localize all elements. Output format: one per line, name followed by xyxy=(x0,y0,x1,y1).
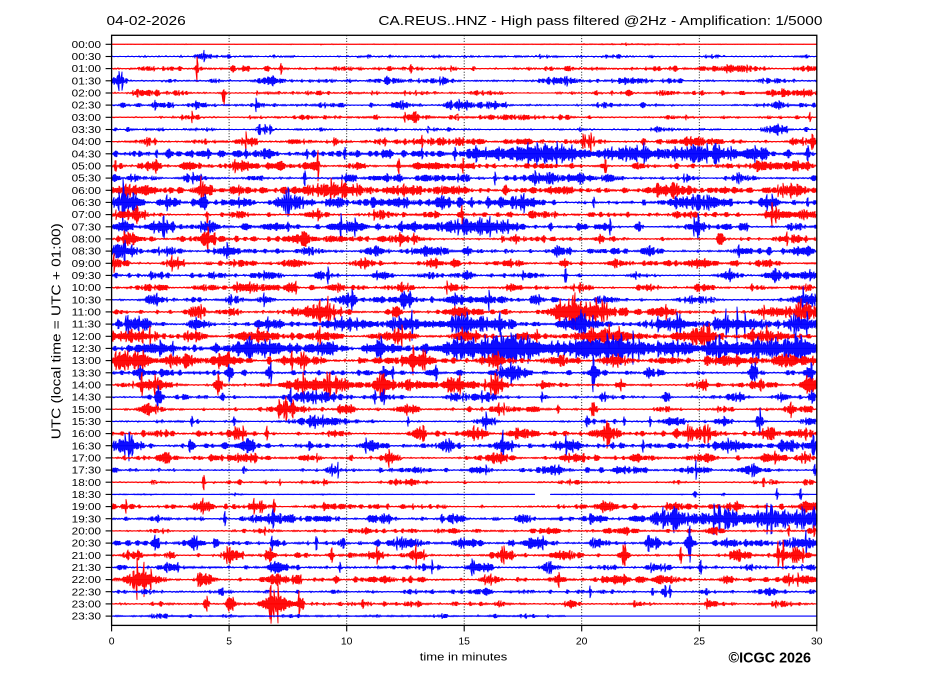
svg-text:00:30: 00:30 xyxy=(72,52,102,63)
svg-text:UTC (local time = UTC + 01:00): UTC (local time = UTC + 01:00) xyxy=(50,223,64,439)
svg-text:06:30: 06:30 xyxy=(72,198,102,209)
svg-text:16:00: 16:00 xyxy=(72,429,102,440)
svg-text:16:30: 16:30 xyxy=(72,441,102,452)
svg-text:15:30: 15:30 xyxy=(72,417,102,428)
svg-text:11:00: 11:00 xyxy=(72,308,102,319)
svg-text:18:00: 18:00 xyxy=(72,478,102,489)
svg-text:30: 30 xyxy=(811,637,823,648)
svg-text:20:00: 20:00 xyxy=(72,527,102,538)
svg-text:25: 25 xyxy=(694,637,706,648)
svg-text:10:30: 10:30 xyxy=(72,295,102,306)
svg-text:21:00: 21:00 xyxy=(72,551,102,562)
svg-text:CA.REUS..HNZ - High pass filte: CA.REUS..HNZ - High pass filtered @2Hz -… xyxy=(378,14,822,28)
svg-text:19:00: 19:00 xyxy=(72,502,102,513)
svg-text:17:00: 17:00 xyxy=(72,454,102,465)
svg-text:03:30: 03:30 xyxy=(72,125,102,136)
svg-text:04-02-2026: 04-02-2026 xyxy=(107,14,186,28)
svg-text:07:30: 07:30 xyxy=(72,222,102,233)
svg-text:07:00: 07:00 xyxy=(72,210,102,221)
svg-text:04:30: 04:30 xyxy=(72,149,102,160)
svg-text:10: 10 xyxy=(341,637,353,648)
svg-text:15: 15 xyxy=(458,637,470,648)
svg-text:01:00: 01:00 xyxy=(72,64,102,75)
svg-text:12:30: 12:30 xyxy=(72,344,102,355)
svg-text:22:00: 22:00 xyxy=(72,575,102,586)
svg-text:13:00: 13:00 xyxy=(72,356,102,367)
svg-text:22:30: 22:30 xyxy=(72,587,102,598)
svg-text:00:00: 00:00 xyxy=(72,40,102,51)
svg-text:20: 20 xyxy=(576,637,588,648)
svg-text:13:30: 13:30 xyxy=(72,368,102,379)
svg-text:19:30: 19:30 xyxy=(72,514,102,525)
svg-text:01:30: 01:30 xyxy=(72,76,102,87)
svg-text:08:30: 08:30 xyxy=(72,247,102,258)
svg-text:11:30: 11:30 xyxy=(72,320,102,331)
svg-text:08:00: 08:00 xyxy=(72,235,102,246)
svg-text:05:30: 05:30 xyxy=(72,174,102,185)
svg-text:23:30: 23:30 xyxy=(72,612,102,623)
svg-text:23:00: 23:00 xyxy=(72,600,102,611)
svg-text:02:30: 02:30 xyxy=(72,101,102,112)
svg-text:©ICGC 2026: ©ICGC 2026 xyxy=(729,651,812,667)
svg-text:02:00: 02:00 xyxy=(72,89,102,100)
svg-text:03:00: 03:00 xyxy=(72,113,102,124)
svg-text:17:30: 17:30 xyxy=(72,466,102,477)
svg-text:06:00: 06:00 xyxy=(72,186,102,197)
svg-text:14:30: 14:30 xyxy=(72,393,102,404)
svg-text:15:00: 15:00 xyxy=(72,405,102,416)
svg-text:5: 5 xyxy=(226,637,232,648)
svg-text:18:30: 18:30 xyxy=(72,490,102,501)
svg-text:09:00: 09:00 xyxy=(72,259,102,270)
svg-text:09:30: 09:30 xyxy=(72,271,102,282)
svg-text:05:00: 05:00 xyxy=(72,162,102,173)
svg-text:10:00: 10:00 xyxy=(72,283,102,294)
svg-text:04:00: 04:00 xyxy=(72,137,102,148)
svg-text:21:30: 21:30 xyxy=(72,563,102,574)
svg-text:14:00: 14:00 xyxy=(72,381,102,392)
svg-text:20:30: 20:30 xyxy=(72,539,102,550)
svg-text:12:00: 12:00 xyxy=(72,332,102,343)
svg-text:time in minutes: time in minutes xyxy=(420,652,508,664)
svg-text:0: 0 xyxy=(109,637,115,648)
